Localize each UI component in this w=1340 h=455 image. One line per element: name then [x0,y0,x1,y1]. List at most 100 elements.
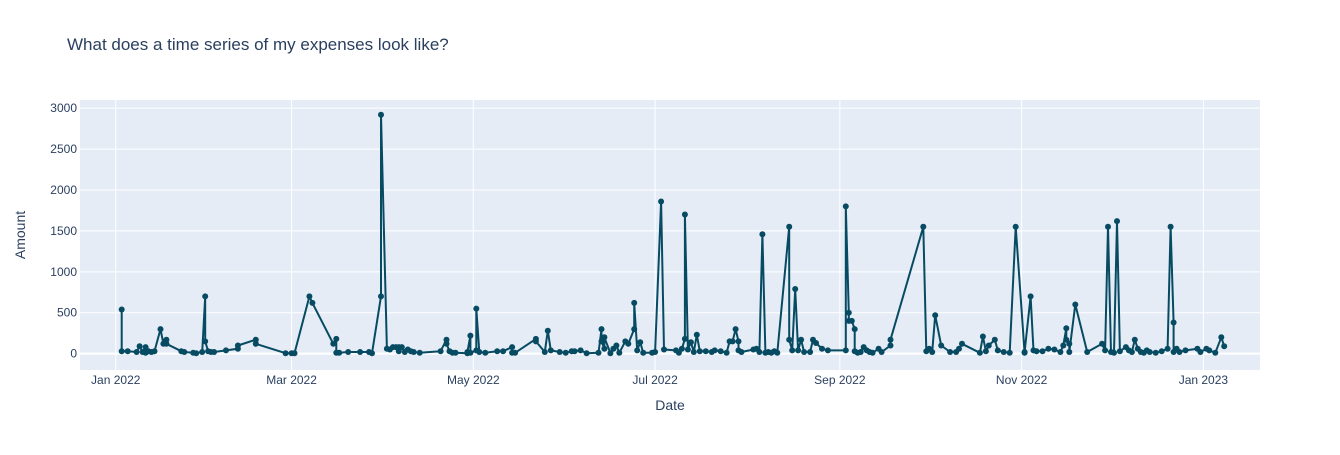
data-point[interactable] [690,349,697,355]
data-point[interactable] [979,333,986,340]
data-point[interactable] [795,347,802,354]
data-point[interactable] [124,348,131,355]
data-point[interactable] [1066,349,1073,355]
data-point[interactable] [920,223,927,230]
data-point[interactable] [512,349,519,356]
data-point[interactable] [738,349,745,355]
data-point[interactable] [309,299,316,306]
data-point[interactable] [118,348,125,355]
data-point[interactable] [1176,349,1183,355]
data-point[interactable] [613,342,620,349]
data-point[interactable] [982,348,989,355]
data-point[interactable] [976,349,983,356]
data-point[interactable] [640,349,647,356]
data-point[interactable] [932,312,939,319]
data-point[interactable] [345,349,352,355]
data-point[interactable] [452,349,459,356]
data-point[interactable] [398,344,405,351]
data-point[interactable] [1146,349,1153,355]
data-point[interactable] [625,340,632,347]
data-point[interactable] [1102,347,1109,354]
data-point[interactable] [824,347,831,354]
data-point[interactable] [133,349,140,355]
data-point[interactable] [601,345,608,352]
data-point[interactable] [678,345,685,352]
data-point[interactable] [199,349,206,355]
data-point[interactable] [443,336,450,343]
data-point[interactable] [163,336,170,343]
data-point[interactable] [234,342,241,349]
data-point[interactable] [786,223,793,230]
data-point[interactable] [878,349,885,355]
data-point[interactable] [1182,347,1189,354]
data-point[interactable] [378,293,384,300]
data-point[interactable] [369,350,375,357]
data-point[interactable] [717,348,724,355]
data-point[interactable] [631,299,638,306]
data-point[interactable] [410,349,417,355]
data-point[interactable] [1039,348,1046,355]
data-point[interactable] [684,346,691,353]
data-point[interactable] [1212,349,1219,356]
data-point[interactable] [658,198,665,205]
data-point[interactable] [541,349,548,355]
data-point[interactable] [1164,345,1171,352]
data-point[interactable] [652,349,659,355]
data-point[interactable] [1027,293,1034,300]
data-point[interactable] [509,344,516,351]
data-point[interactable] [1105,223,1111,230]
data-point[interactable] [1057,349,1064,355]
data-point[interactable] [1111,349,1117,356]
data-point[interactable] [938,342,945,349]
data-point[interactable] [661,346,667,353]
data-point[interactable] [1063,325,1070,332]
data-point[interactable] [631,326,638,333]
data-point[interactable] [693,331,700,338]
data-point[interactable] [1006,349,1013,356]
data-point[interactable] [759,231,766,238]
data-point[interactable] [991,336,998,343]
data-point[interactable] [985,342,992,349]
data-point[interactable] [857,349,864,355]
data-point[interactable] [500,348,507,355]
data-point[interactable] [395,348,402,355]
data-point[interactable] [136,343,143,350]
data-point[interactable] [1152,349,1159,356]
data-point[interactable] [1060,342,1067,349]
data-point[interactable] [1045,345,1052,352]
data-point[interactable] [842,203,849,210]
data-point[interactable] [282,350,289,357]
data-point[interactable] [687,339,694,346]
data-point[interactable] [467,332,474,339]
data-point[interactable] [732,326,739,333]
data-point[interactable] [571,348,578,355]
data-point[interactable] [792,286,799,292]
data-point[interactable] [562,349,569,356]
data-point[interactable] [1021,349,1028,355]
data-point[interactable] [556,349,563,355]
data-point[interactable] [1084,349,1091,355]
data-point[interactable] [494,348,501,355]
data-point[interactable] [1128,349,1135,355]
data-point[interactable] [357,349,364,355]
data-point[interactable] [786,336,793,343]
data-point[interactable] [1066,340,1073,347]
data-point[interactable] [801,349,808,355]
data-point[interactable] [959,340,965,347]
data-point[interactable] [887,342,894,349]
data-point[interactable] [929,349,936,355]
data-point[interactable] [202,338,209,345]
data-point[interactable] [336,349,343,356]
data-point[interactable] [947,349,954,355]
data-point[interactable] [607,350,614,357]
data-point[interactable] [887,336,894,343]
data-point[interactable] [848,317,855,324]
data-point[interactable] [1051,346,1058,353]
data-point[interactable] [994,347,1001,354]
data-point[interactable] [729,338,736,345]
data-point[interactable] [598,326,605,333]
data-point[interactable] [416,349,423,356]
data-point[interactable] [1033,348,1040,355]
data-point[interactable] [634,347,641,354]
data-point[interactable] [702,348,709,355]
